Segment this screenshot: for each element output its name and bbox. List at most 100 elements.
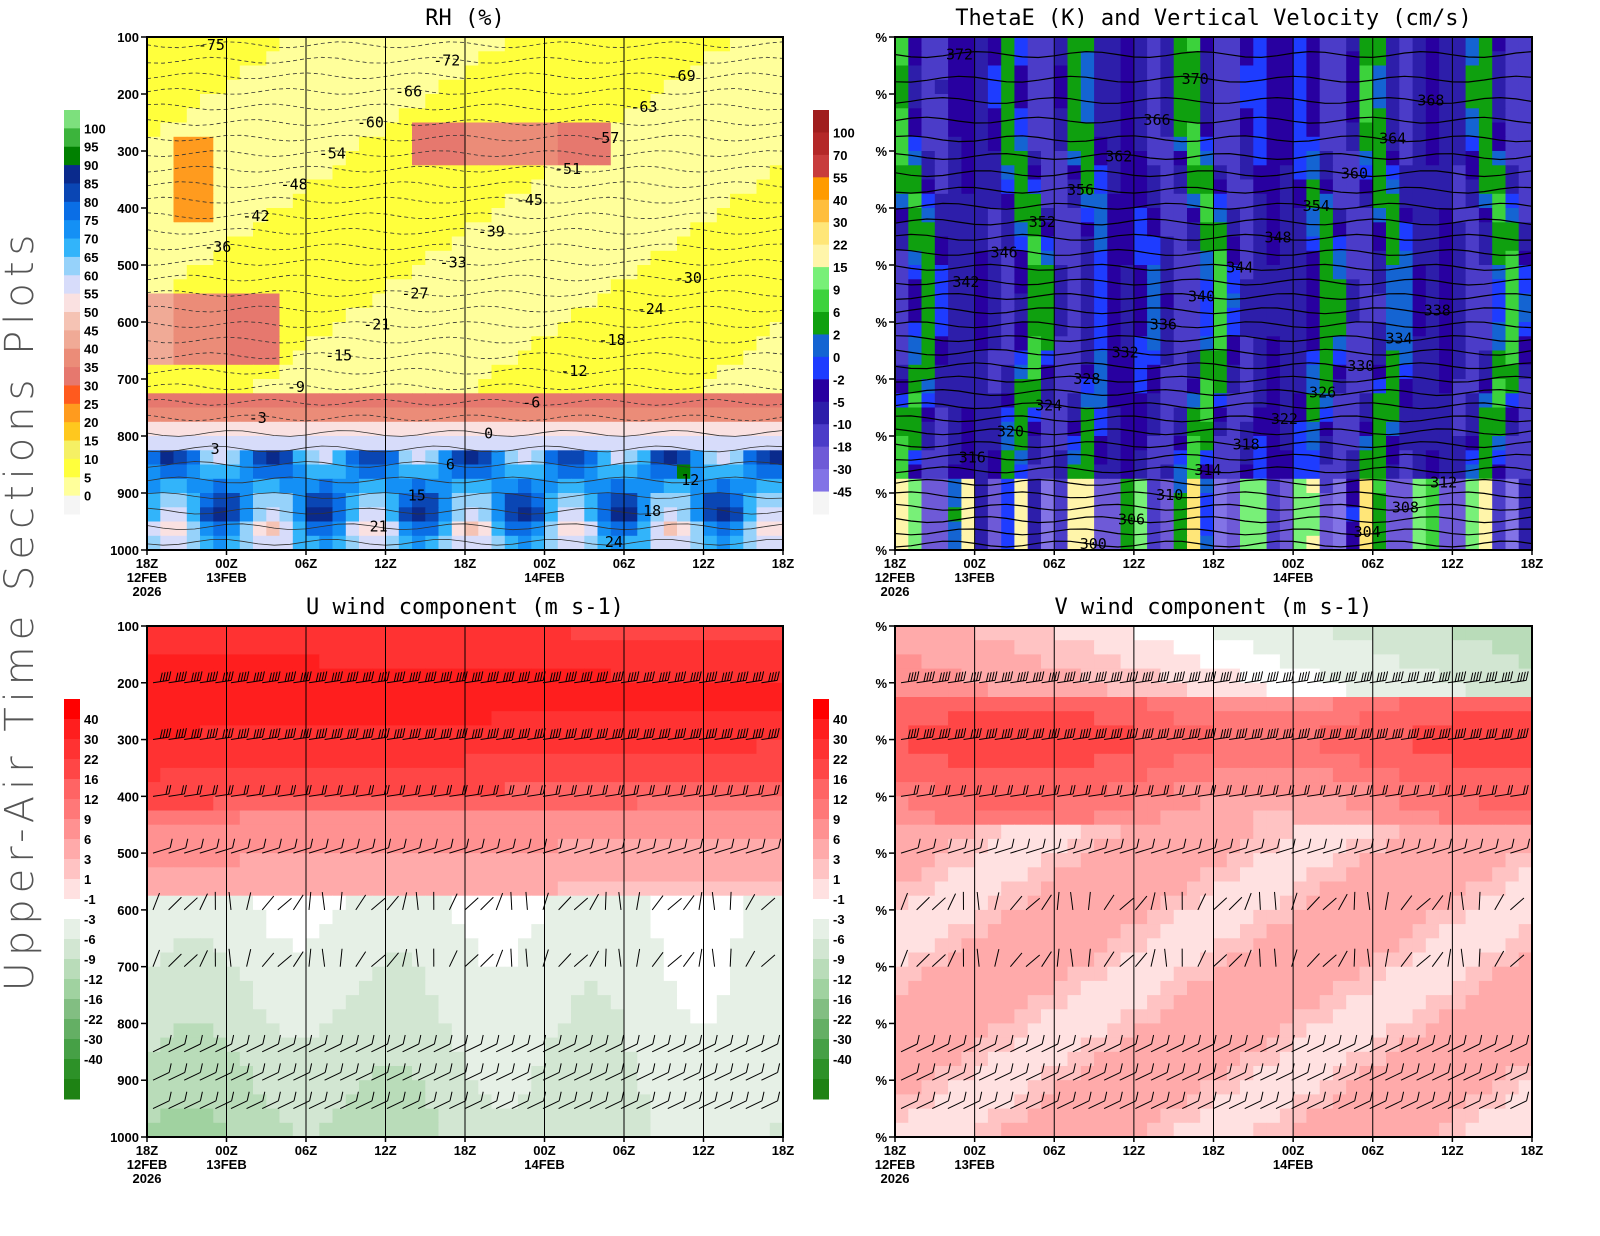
heatmap-cell: [372, 79, 387, 95]
heatmap-cell: [921, 165, 936, 181]
contour-label: 318: [1233, 436, 1260, 454]
heatmap-cell: [491, 94, 506, 109]
heatmap-cell: [921, 322, 936, 337]
heatmap-cell: [518, 379, 532, 394]
heatmap-cell: [1266, 478, 1281, 494]
heatmap-cell: [756, 938, 771, 954]
heatmap-cell: [1120, 507, 1135, 523]
heatmap-cell: [438, 796, 453, 812]
heatmap-cell: [677, 909, 691, 925]
heatmap-cell: [1452, 535, 1467, 551]
heatmap-cell: [279, 782, 294, 797]
contour-label: 0: [484, 424, 493, 442]
heatmap-cell: [663, 151, 678, 166]
heatmap-cell: [478, 179, 493, 195]
heatmap-cell: [1226, 250, 1241, 266]
heatmap-cell: [1439, 407, 1453, 423]
heatmap-cell: [743, 236, 758, 252]
heatmap-cell: [1266, 350, 1281, 366]
heatmap-cell: [1465, 250, 1480, 266]
heatmap-cell: [1359, 307, 1374, 323]
heatmap-cell: [1187, 108, 1201, 124]
heatmap-cell: [1107, 336, 1122, 352]
heatmap-cell: [1425, 364, 1440, 380]
heatmap-cell: [1346, 322, 1361, 337]
heatmap-cell: [1027, 436, 1042, 451]
heatmap-cell: [465, 450, 479, 466]
heatmap-cell: [1120, 379, 1135, 394]
heatmap-cell: [398, 336, 413, 352]
heatmap-cell: [372, 108, 387, 124]
heatmap-cell: [1107, 193, 1122, 209]
heatmap-cell: [345, 682, 360, 698]
heatmap-cell: [1133, 250, 1148, 266]
heatmap-cell: [1279, 450, 1294, 466]
heatmap-cell: [557, 393, 572, 409]
heatmap-cell: [173, 938, 188, 954]
heatmap-cell: [306, 682, 320, 698]
heatmap-cell: [425, 682, 440, 698]
heatmap-cell: [1346, 293, 1361, 309]
heatmap-cell: [398, 924, 413, 939]
heatmap-cell: [491, 79, 506, 95]
heatmap-cell: [921, 79, 936, 95]
heatmap-cell: [1306, 65, 1321, 81]
heatmap-cell: [1293, 364, 1307, 380]
heatmap-cell: [961, 65, 976, 81]
heatmap-cell: [610, 909, 625, 925]
heatmap-cell: [1332, 535, 1347, 551]
heatmap-cell: [1478, 165, 1493, 181]
heatmap-cell: [253, 853, 267, 868]
contour-line: [146, 243, 784, 251]
heatmap-cell: [597, 952, 612, 968]
heatmap-cell: [531, 767, 546, 783]
heatmap-cell: [716, 867, 731, 883]
heatmap-cell: [518, 51, 532, 67]
heatmap-cell: [213, 725, 228, 741]
heatmap-cell: [332, 436, 347, 451]
heatmap-cell: [584, 407, 599, 423]
heatmap-cell: [690, 753, 705, 769]
heatmap-cell: [398, 65, 413, 81]
heatmap-cell: [226, 796, 241, 812]
heatmap-cell: [279, 122, 294, 138]
heatmap-cell: [319, 895, 334, 911]
heatmap-cell: [1319, 393, 1334, 409]
contour-label: -24: [637, 300, 664, 318]
heatmap-cell: [756, 307, 771, 323]
heatmap-cell: [1240, 407, 1254, 423]
heatmap-cell: [571, 65, 585, 81]
heatmap-cell: [690, 881, 705, 897]
heatmap-cell: [213, 626, 228, 641]
heatmap-cell: [491, 668, 506, 684]
heatmap-cell: [292, 938, 307, 954]
heatmap-cell: [292, 193, 307, 209]
heatmap-cell: [239, 222, 254, 238]
heatmap-cell: [1067, 379, 1082, 394]
heatmap-cell: [465, 711, 479, 726]
heatmap-cell: [948, 208, 962, 223]
heatmap-cell: [213, 767, 228, 783]
heatmap-cell: [292, 535, 307, 551]
heatmap-cell: [253, 151, 267, 166]
x-tick-label: 12Z: [1441, 556, 1463, 571]
heatmap-cell: [1346, 393, 1361, 409]
heatmap-cell: [266, 293, 281, 309]
contour-label: 352: [1029, 213, 1056, 231]
heatmap-cell: [465, 464, 479, 480]
heatmap-cell: [1266, 407, 1281, 423]
heatmap-cell: [412, 909, 426, 925]
heatmap-cell: [1465, 436, 1480, 451]
heatmap-cell: [531, 450, 546, 466]
heatmap-cell: [504, 122, 519, 138]
heatmap-cell: [213, 279, 228, 295]
heatmap-cell: [1173, 94, 1188, 109]
heatmap-cell: [557, 909, 572, 925]
heatmap-cell: [359, 307, 373, 323]
heatmap-cell: [332, 136, 347, 152]
heatmap-cell: [491, 151, 506, 166]
heatmap-cell: [908, 208, 923, 223]
heatmap-cell: [1346, 37, 1361, 52]
heatmap-cell: [266, 136, 281, 152]
heatmap-cell: [147, 450, 161, 466]
